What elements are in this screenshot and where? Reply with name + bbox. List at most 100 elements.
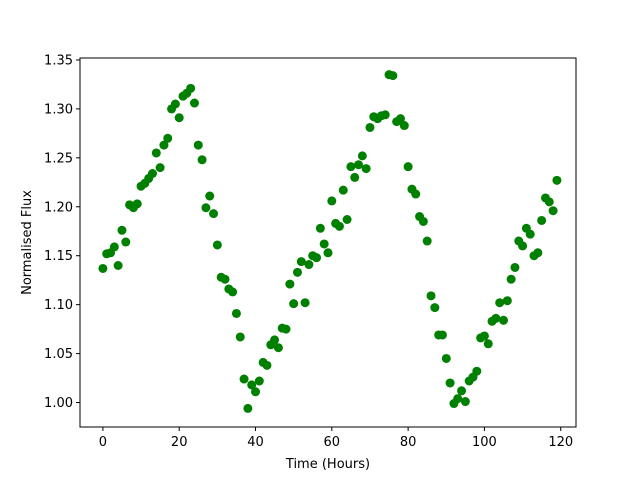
y-tick-label: 1.25 bbox=[44, 151, 73, 166]
data-point bbox=[445, 378, 455, 388]
data-point bbox=[121, 237, 131, 247]
y-tick-label: 1.10 bbox=[44, 298, 73, 313]
data-point bbox=[231, 308, 241, 318]
data-point bbox=[251, 387, 261, 397]
y-axis-label: Normalised Flux bbox=[20, 190, 35, 295]
data-point bbox=[334, 221, 344, 231]
data-point bbox=[395, 114, 405, 124]
data-point bbox=[159, 140, 169, 150]
data-point bbox=[270, 335, 280, 345]
data-point bbox=[235, 332, 245, 342]
data-point bbox=[220, 274, 230, 284]
x-axis-label: Time (Hours) bbox=[285, 457, 370, 472]
data-point bbox=[491, 313, 501, 323]
data-point bbox=[147, 169, 157, 178]
data-point bbox=[354, 160, 364, 170]
x-tick-label: 120 bbox=[548, 435, 573, 450]
x-tick-label: 80 bbox=[400, 435, 417, 450]
y-tick-label: 1.15 bbox=[44, 249, 73, 264]
data-point bbox=[510, 262, 520, 272]
data-point bbox=[117, 225, 127, 235]
data-point bbox=[525, 229, 535, 239]
data-point bbox=[506, 274, 516, 284]
data-point bbox=[399, 121, 409, 131]
data-point bbox=[319, 239, 329, 249]
data-point bbox=[361, 164, 371, 174]
data-point bbox=[273, 343, 283, 353]
data-point bbox=[457, 386, 467, 396]
data-points bbox=[98, 70, 562, 413]
y-tick-label: 1.35 bbox=[44, 53, 73, 68]
data-point bbox=[338, 185, 348, 195]
x-tick-label: 60 bbox=[324, 435, 341, 450]
data-point bbox=[460, 397, 470, 407]
data-point bbox=[292, 267, 302, 277]
data-point bbox=[327, 196, 337, 206]
data-point bbox=[552, 175, 562, 185]
y-tick-label: 1.05 bbox=[44, 347, 73, 362]
data-point bbox=[365, 122, 375, 132]
data-point bbox=[411, 189, 421, 199]
data-point bbox=[312, 253, 322, 263]
data-point bbox=[285, 279, 295, 289]
data-point bbox=[479, 331, 489, 341]
data-point bbox=[262, 360, 272, 370]
x-tick-label: 100 bbox=[472, 435, 497, 450]
data-point bbox=[197, 155, 207, 165]
data-point bbox=[502, 296, 512, 306]
data-point bbox=[533, 248, 543, 258]
data-point bbox=[132, 199, 142, 209]
data-point bbox=[247, 380, 257, 390]
data-point bbox=[437, 330, 447, 340]
data-point bbox=[155, 163, 165, 173]
data-point bbox=[422, 236, 432, 246]
data-point bbox=[151, 148, 161, 158]
data-point bbox=[544, 197, 554, 207]
data-point bbox=[212, 240, 222, 250]
data-point bbox=[357, 151, 367, 161]
data-point bbox=[346, 162, 356, 172]
data-point bbox=[495, 298, 505, 308]
data-point bbox=[205, 191, 215, 201]
data-point bbox=[388, 71, 398, 81]
data-point bbox=[228, 287, 238, 297]
data-point bbox=[239, 374, 249, 384]
data-point bbox=[193, 140, 203, 150]
data-point bbox=[304, 260, 314, 270]
data-point bbox=[254, 376, 264, 386]
plot-frame bbox=[79, 57, 577, 428]
data-point bbox=[403, 162, 413, 172]
data-point bbox=[380, 110, 390, 120]
data-point bbox=[315, 223, 325, 233]
data-point bbox=[300, 298, 310, 308]
data-point bbox=[418, 216, 428, 226]
data-point bbox=[518, 241, 528, 251]
x-tick-label: 0 bbox=[99, 435, 107, 450]
data-point bbox=[323, 248, 333, 258]
data-point bbox=[296, 257, 306, 267]
data-point bbox=[472, 366, 482, 376]
data-point bbox=[289, 299, 299, 309]
data-point bbox=[499, 315, 509, 325]
data-point bbox=[98, 263, 108, 273]
data-point bbox=[113, 261, 123, 270]
x-tick-label: 40 bbox=[247, 435, 264, 450]
x-axis-ticks: 0 20 40 60 80 100 120 bbox=[99, 427, 573, 450]
data-point bbox=[441, 353, 451, 363]
data-point bbox=[453, 394, 463, 404]
y-tick-label: 1.30 bbox=[44, 102, 73, 117]
data-point bbox=[209, 209, 219, 219]
data-point bbox=[174, 113, 184, 123]
data-point bbox=[430, 303, 440, 313]
data-point bbox=[243, 403, 253, 413]
y-tick-label: 1.00 bbox=[44, 396, 73, 411]
data-point bbox=[201, 203, 211, 213]
data-point bbox=[163, 133, 173, 143]
data-point bbox=[537, 215, 547, 225]
y-axis-ticks: 1.00 1.05 1.10 1.15 1.20 1.25 1.30 1.35 bbox=[44, 53, 80, 411]
data-point bbox=[109, 242, 119, 252]
data-point bbox=[189, 98, 199, 108]
y-tick-label: 1.20 bbox=[44, 200, 73, 215]
data-point bbox=[170, 99, 180, 109]
